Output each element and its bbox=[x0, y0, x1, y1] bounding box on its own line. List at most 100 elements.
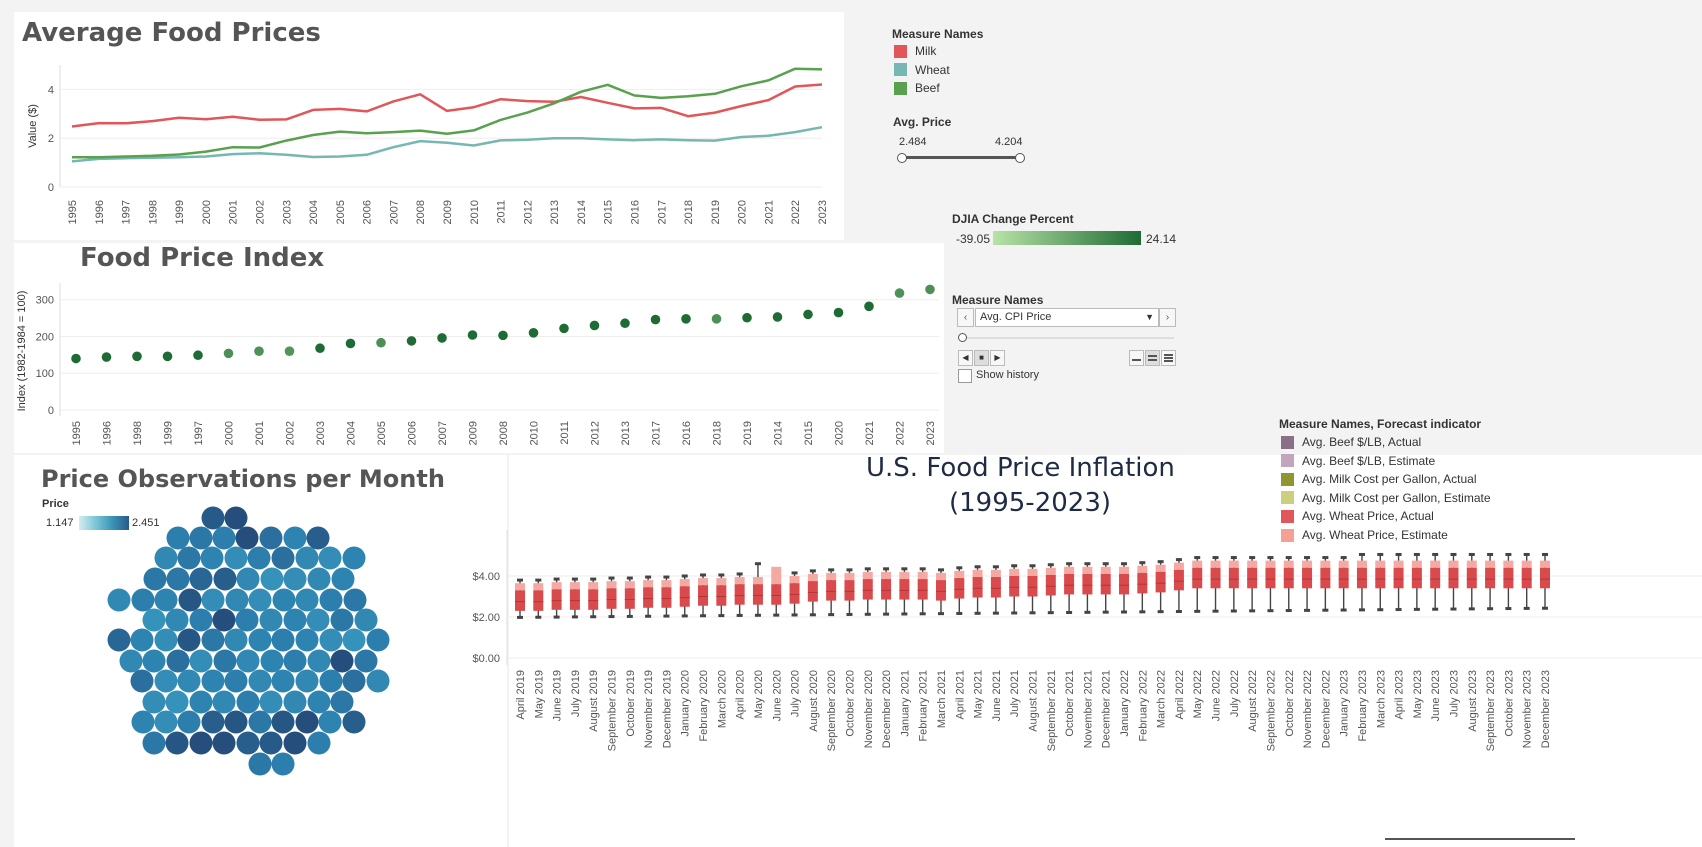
legend-swatch bbox=[1281, 528, 1294, 542]
legend-label: Avg. Beef $/LB, Actual bbox=[1302, 435, 1422, 449]
estimate-box bbox=[1430, 560, 1441, 568]
x-tick-label: February 2021 bbox=[918, 670, 930, 742]
speed-fast-button[interactable] bbox=[1161, 350, 1176, 366]
data-point bbox=[650, 314, 661, 325]
price-circle bbox=[318, 710, 342, 734]
show-history-checkbox[interactable] bbox=[958, 369, 972, 383]
price-circle bbox=[295, 710, 319, 734]
actual-box bbox=[661, 587, 672, 608]
data-point bbox=[772, 312, 783, 322]
price-circle bbox=[143, 567, 167, 591]
speed-medium-button[interactable] bbox=[1145, 350, 1160, 366]
next-page-button[interactable]: › bbox=[1159, 308, 1176, 327]
x-tick-label: September 2022 bbox=[1265, 670, 1277, 751]
x-tick-label: April 2020 bbox=[735, 670, 747, 720]
estimate-box bbox=[588, 582, 599, 590]
measure-select[interactable]: Avg. CPI Price ▼ bbox=[975, 308, 1159, 327]
playback-back-button[interactable]: ◀ bbox=[958, 350, 973, 366]
estimate-box bbox=[1210, 560, 1221, 568]
inflation-legend-item[interactable]: Avg. Beef $/LB, Actual bbox=[1281, 435, 1421, 449]
price-circle bbox=[248, 752, 272, 776]
actual-box bbox=[1393, 567, 1404, 589]
price-circle bbox=[271, 546, 295, 570]
x-tick-label: September 2023 bbox=[1485, 670, 1497, 751]
price-circle bbox=[319, 588, 343, 612]
x-tick-label: September 2020 bbox=[826, 670, 838, 751]
x-tick-label: December 2022 bbox=[1320, 670, 1332, 748]
x-tick-label: 2005 bbox=[335, 200, 347, 224]
actual-box bbox=[1411, 567, 1422, 589]
inflation-legend-item[interactable]: Avg. Milk Cost per Gallon, Estimate bbox=[1281, 491, 1491, 505]
data-point bbox=[528, 327, 539, 338]
price-circle bbox=[154, 588, 178, 612]
speed-slow-button[interactable] bbox=[1129, 350, 1144, 366]
x-tick-label: 2015 bbox=[803, 421, 815, 445]
price-circle bbox=[154, 710, 178, 734]
actual-box bbox=[643, 587, 654, 608]
price-circle bbox=[165, 731, 189, 755]
obs-legend-title: Price bbox=[42, 498, 69, 510]
price-circle bbox=[271, 710, 295, 734]
y-tick-label: $0.00 bbox=[472, 653, 500, 665]
legend-label: Avg. Wheat Price, Estimate bbox=[1302, 528, 1448, 542]
inflation-legend-item[interactable]: Avg. Wheat Price, Actual bbox=[1281, 509, 1434, 523]
playback-stop-button[interactable]: ■ bbox=[974, 350, 989, 366]
data-point bbox=[498, 330, 508, 341]
x-tick-label: April 2019 bbox=[515, 670, 527, 720]
x-tick-label: 2010 bbox=[469, 200, 481, 224]
estimate-box bbox=[1192, 560, 1203, 568]
x-tick-label: 1999 bbox=[174, 200, 186, 224]
djia-legend-title: DJIA Change Percent bbox=[952, 212, 1074, 226]
estimate-box bbox=[698, 578, 709, 586]
actual-box bbox=[1338, 567, 1349, 589]
page-slider-handle[interactable] bbox=[958, 333, 967, 342]
fpi-scatter-chart: 0 100 200 300 Index (1982-1984 = 100) 1995 199… bbox=[16, 283, 939, 445]
inflation-legend-item[interactable]: Avg. Milk Cost per Gallon, Actual bbox=[1281, 472, 1477, 486]
series-line-milk bbox=[71, 83, 823, 128]
x-tick-label: December 2019 bbox=[661, 670, 673, 748]
x-tick-label: May 2021 bbox=[973, 670, 985, 718]
inflation-legend-item[interactable]: Avg. Wheat Price, Estimate bbox=[1281, 528, 1448, 542]
actual-box bbox=[679, 586, 690, 607]
legend-item-beef[interactable]: Beef bbox=[894, 81, 940, 95]
x-tick-label: August 2021 bbox=[1028, 670, 1040, 732]
x-tick-label: December 2021 bbox=[1101, 670, 1113, 748]
playback-forward-button[interactable]: ▶ bbox=[990, 350, 1005, 366]
data-point bbox=[254, 346, 264, 356]
actual-box bbox=[1119, 573, 1130, 595]
prev-page-button[interactable]: ‹ bbox=[957, 308, 974, 327]
estimate-box bbox=[716, 578, 727, 586]
x-tick-label: 2009 bbox=[468, 421, 480, 445]
legend-swatch bbox=[1281, 509, 1294, 523]
x-tick-label: 2007 bbox=[388, 200, 400, 224]
estimate-box bbox=[752, 577, 763, 585]
x-tick-label: June 2019 bbox=[552, 670, 564, 721]
legend-swatch bbox=[894, 44, 907, 58]
horizontal-scrollbar[interactable] bbox=[1385, 838, 1575, 840]
data-point bbox=[681, 314, 691, 324]
legend-item-milk[interactable]: Milk bbox=[894, 44, 936, 58]
legend-swatch bbox=[1281, 491, 1294, 505]
legend-swatch bbox=[1281, 454, 1294, 468]
legend-item-wheat[interactable]: Wheat bbox=[894, 63, 950, 77]
y-tick-label: 0 bbox=[48, 182, 54, 194]
avg-prices-line-chart: 0 2 4 Value ($) 1995 1996 1997 1998 1999 2000 2001… bbox=[27, 65, 829, 224]
avg-price-slider-track[interactable] bbox=[903, 156, 1021, 159]
x-tick-label: 2022 bbox=[895, 421, 907, 445]
price-circle bbox=[201, 669, 225, 693]
x-tick-label: 2002 bbox=[285, 421, 297, 445]
price-circle bbox=[189, 567, 213, 591]
avg-price-slider-max-handle[interactable] bbox=[1015, 153, 1025, 163]
x-tick-label: 2010 bbox=[529, 421, 541, 445]
page-slider-track[interactable] bbox=[962, 337, 1174, 339]
price-circle bbox=[142, 649, 166, 673]
avg-prices-title: Average Food Prices bbox=[22, 18, 321, 48]
estimate-box bbox=[954, 570, 965, 579]
x-tick-label: 2001 bbox=[228, 200, 240, 224]
avg-price-slider-min-handle[interactable] bbox=[897, 153, 907, 163]
avg-price-max-value: 4.204 bbox=[995, 136, 1023, 148]
inflation-legend-item[interactable]: Avg. Beef $/LB, Estimate bbox=[1281, 454, 1435, 468]
estimate-box bbox=[1302, 560, 1313, 568]
estimate-box bbox=[1283, 560, 1294, 568]
x-tick-label: November 2021 bbox=[1082, 670, 1094, 748]
